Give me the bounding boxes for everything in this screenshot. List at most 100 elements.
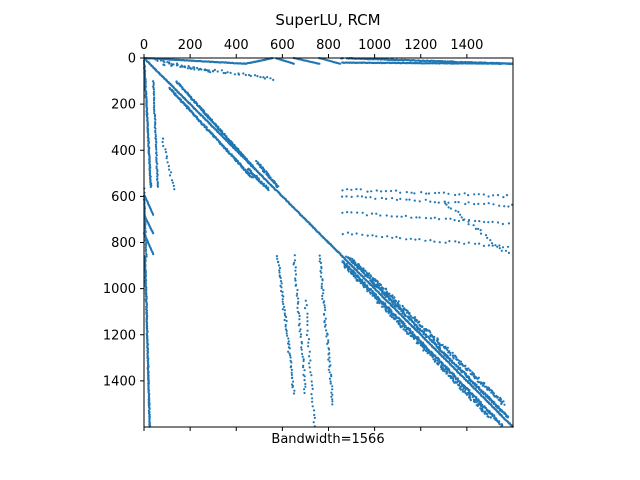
upper-scatter-dot <box>249 74 252 78</box>
band-scatter-dot <box>426 352 429 355</box>
upper-right-scatter-dot <box>366 190 369 193</box>
upper-right-scatter-dot <box>408 198 411 201</box>
lower-scatter-dot <box>328 348 331 351</box>
upper-right-scatter-dot <box>501 222 504 226</box>
band-scatter-dot <box>446 346 449 349</box>
band-scatter-dot <box>409 315 412 318</box>
band-scatter-dot <box>437 342 441 345</box>
upper-right-scatter-dot <box>489 239 492 242</box>
band-scatter-dot <box>479 382 482 385</box>
upper-right-scatter-dot <box>454 193 457 197</box>
band-scatter-dot <box>450 377 453 380</box>
lower-scatter-dot <box>328 360 331 363</box>
band-scatter-dot <box>411 333 414 336</box>
sparsity-marks <box>142 56 514 428</box>
upper-right-scatter-dot <box>389 189 393 193</box>
lower-scatter-dot <box>330 375 333 378</box>
band-scatter-dot <box>446 348 449 351</box>
left-scatter-dot <box>156 185 159 188</box>
lower-scatter-dot <box>283 309 286 312</box>
band-scatter-dot <box>390 315 393 319</box>
upper-right-scatter-dot <box>364 196 367 199</box>
lower-scatter-dot <box>324 317 327 320</box>
left-scatter-dot <box>154 135 157 138</box>
lower-scatter-dot <box>319 261 323 265</box>
upper-right-scatter-dot <box>507 251 510 254</box>
upper-right-scatter-dot <box>496 194 500 197</box>
upper-right-scatter-dot <box>341 233 344 236</box>
lower-scatter-dot <box>303 379 306 382</box>
lower-scatter-dot <box>311 397 314 400</box>
band-upper-dot <box>266 173 269 176</box>
upper-scatter-dot <box>168 61 171 64</box>
lower-scatter-dot <box>304 382 307 386</box>
lower-scatter-dot <box>299 333 303 336</box>
upper-right-scatter-dot <box>463 218 466 221</box>
band-lower-dot <box>225 149 228 152</box>
band-scatter-dot <box>366 290 369 293</box>
top-slash-dot <box>318 62 321 65</box>
upper-right-scatter-dot <box>370 190 373 193</box>
band-scatter-dot <box>343 266 346 269</box>
band-scatter-dot <box>358 280 361 283</box>
left-scatter-dot <box>173 188 176 191</box>
band-scatter-dot <box>384 306 388 309</box>
lower-scatter-dot <box>279 276 282 279</box>
upper-right-scatter-dot <box>496 245 499 248</box>
upper-scatter-dot <box>197 68 200 71</box>
top-tick-label: 400 <box>224 38 249 53</box>
band-scatter-dot <box>417 341 420 344</box>
band-scatter-dot <box>486 415 489 418</box>
upper-right-scatter-dot <box>414 238 417 241</box>
lower-scatter-dot <box>289 354 292 357</box>
upper-right-scatter-dot <box>491 244 494 247</box>
top-tick-label: 1400 <box>450 38 483 53</box>
upper-right-scatter-dot <box>350 211 353 214</box>
upper-right-scatter-dot <box>494 244 497 247</box>
band-scatter-dot <box>408 313 411 316</box>
band-scatter-dot <box>473 400 476 403</box>
top-tick-label: 1200 <box>404 38 437 53</box>
lower-scatter-dot <box>294 266 297 269</box>
lower-scatter-dot <box>289 356 292 359</box>
band-upper-dot <box>255 159 258 163</box>
band-upper-dot <box>384 295 387 298</box>
band-scatter-dot <box>452 357 455 360</box>
left-tick-label: 800 <box>111 236 136 251</box>
band-scatter-dot <box>382 287 385 290</box>
upper-right-scatter-dot <box>444 217 447 220</box>
lower-scatter-dot <box>322 289 325 292</box>
upper-right-scatter-dot <box>405 198 408 201</box>
band-scatter-dot <box>443 370 447 373</box>
band-scatter-dot <box>423 347 426 350</box>
lower-scatter-dot <box>297 297 300 300</box>
lower-scatter-dot <box>323 321 326 324</box>
left-scatter-dot <box>153 115 157 118</box>
upper-scatter-dot <box>266 76 269 79</box>
band-upper-dot <box>473 382 476 385</box>
upper-right-scatter-dot <box>467 201 470 204</box>
band-upper-dot <box>388 298 391 302</box>
lower-scatter-dot <box>329 382 332 385</box>
upper-right-scatter-dot <box>500 249 503 252</box>
lower-scatter-dot <box>308 366 311 369</box>
lower-scatter-dot <box>323 306 326 309</box>
upper-right-scatter-dot <box>400 215 403 218</box>
band-lower-dot <box>484 406 487 410</box>
band-scatter-dot <box>386 294 389 297</box>
lower-scatter-dot <box>286 334 289 337</box>
lower-scatter-dot <box>284 325 287 328</box>
upper-right-scatter-dot <box>370 212 374 215</box>
band-scatter-dot <box>367 273 370 276</box>
upper-scatter-dot <box>172 63 175 66</box>
upper-right-scatter-dot <box>391 236 394 239</box>
lower-scatter-dot <box>283 318 286 322</box>
lower-scatter-dot <box>307 341 310 344</box>
lower-scatter-dot <box>328 377 331 380</box>
upper-right-scatter-dot <box>457 241 461 244</box>
lower-scatter-dot <box>297 312 301 315</box>
lower-scatter-dot <box>326 333 329 336</box>
band-scatter-dot <box>404 328 407 331</box>
upper-scatter-dot <box>156 59 159 63</box>
band-upper-dot <box>211 121 214 124</box>
